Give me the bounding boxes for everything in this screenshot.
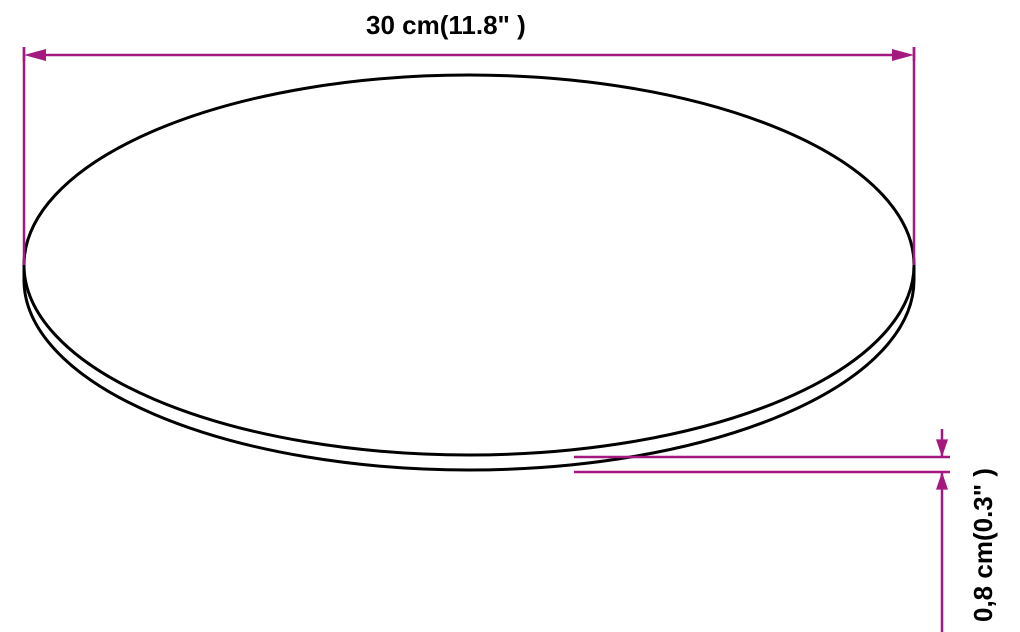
arrowhead-left-icon	[24, 49, 46, 61]
arrowhead-down-icon	[936, 439, 948, 457]
dimension-svg	[0, 0, 1020, 632]
diameter-dimension-label: 30 cm(11.8" )	[366, 10, 526, 41]
diagram-canvas: 30 cm(11.8" ) 0,8 cm(0.3" )	[0, 0, 1020, 632]
tabletop-top-ellipse	[24, 75, 914, 455]
arrowhead-right-icon	[892, 49, 914, 61]
tabletop-bottom-arc	[24, 280, 914, 470]
thickness-dimension-label: 0,8 cm(0.3" )	[968, 468, 999, 622]
